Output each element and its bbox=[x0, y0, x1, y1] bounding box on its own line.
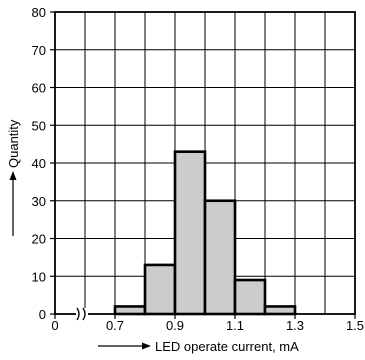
x-tick-label: 0.9 bbox=[166, 318, 184, 333]
axis-break-mark bbox=[76, 307, 88, 321]
y-tick-label: 20 bbox=[32, 232, 46, 247]
histogram-bar bbox=[143, 263, 177, 316]
y-tick-label: 10 bbox=[32, 269, 46, 284]
x-tick-label: 0 bbox=[51, 318, 58, 333]
y-tick-label: 70 bbox=[32, 43, 46, 58]
y-axis-arrowhead bbox=[9, 171, 17, 180]
y-tick-label: 50 bbox=[32, 118, 46, 133]
axis-break-curve bbox=[76, 307, 80, 321]
y-tick-label: 0 bbox=[39, 307, 46, 322]
bars bbox=[113, 150, 297, 316]
histogram-bar bbox=[203, 199, 237, 316]
histogram-bar bbox=[233, 278, 267, 316]
y-tick-label: 40 bbox=[32, 156, 46, 171]
y-axis-label: Quantity bbox=[6, 119, 21, 168]
y-tick-label: 60 bbox=[32, 81, 46, 96]
x-tick-label: 0.7 bbox=[106, 318, 124, 333]
y-axis-label-group: Quantity bbox=[6, 119, 21, 236]
x-tick-label: 1.1 bbox=[226, 318, 244, 333]
histogram-bar bbox=[113, 305, 147, 316]
x-axis-label: LED operate current, mA bbox=[155, 339, 299, 354]
x-tick-label: 1.3 bbox=[286, 318, 304, 333]
x-axis-arrowhead bbox=[142, 342, 151, 350]
x-tick-label: 1.5 bbox=[346, 318, 364, 333]
x-tick-labels: 0 0.7 0.9 1.1 1.3 1.5 bbox=[51, 314, 364, 333]
y-tick-labels: 0 10 20 30 40 50 60 70 80 bbox=[32, 5, 55, 322]
x-axis-label-group: LED operate current, mA bbox=[98, 339, 299, 354]
axis-break-curve bbox=[82, 307, 86, 321]
y-tick-label: 80 bbox=[32, 5, 46, 20]
histogram-bar bbox=[173, 150, 207, 316]
histogram-bar bbox=[263, 305, 297, 316]
y-tick-label: 30 bbox=[32, 194, 46, 209]
